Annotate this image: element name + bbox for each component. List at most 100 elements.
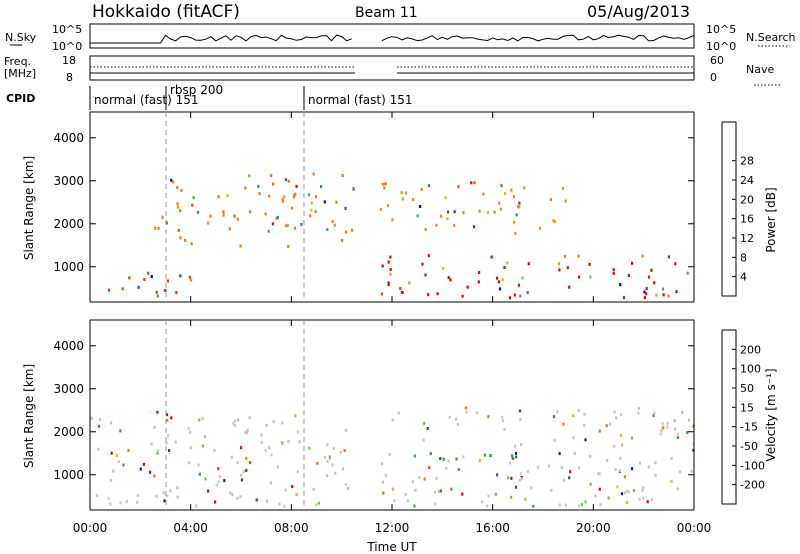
- power-cell: [482, 192, 485, 196]
- noise-sky-trace: [90, 34, 695, 44]
- velocity-cell: [510, 476, 513, 480]
- velocity-cell: [572, 436, 575, 440]
- power-cell: [444, 196, 447, 200]
- velocity-cell: [232, 421, 235, 425]
- velocity-cell: [642, 496, 645, 500]
- power-cell: [466, 285, 469, 289]
- power-cell: [577, 254, 580, 258]
- velocity-heatmap: [90, 406, 695, 508]
- power-cell: [228, 227, 231, 231]
- velocity-cell: [117, 460, 120, 464]
- velocity-cell: [344, 428, 348, 432]
- velocity-cell: [678, 470, 682, 474]
- velocity-cell: [670, 479, 673, 483]
- power-cell: [217, 195, 220, 199]
- power-cell: [391, 218, 394, 222]
- velocity-cell: [478, 459, 482, 463]
- power-cell: [612, 271, 615, 275]
- velocity-cell: [283, 504, 286, 508]
- power-cell: [312, 172, 315, 176]
- power-cell: [164, 289, 167, 292]
- velocity-panel-frame: [89, 319, 695, 511]
- velocity-cell: [197, 463, 200, 467]
- power-cell: [564, 199, 567, 203]
- velocity-cell: [343, 449, 346, 452]
- velocity-cell: [518, 409, 522, 413]
- y-tick-label: 3000: [53, 382, 84, 396]
- velocity-cell: [654, 473, 657, 477]
- velocity-cell: [391, 487, 394, 491]
- velocity-cell: [589, 454, 592, 458]
- date-title: 05/Aug/2013: [587, 2, 690, 21]
- power-ylabel: Slant Range [km]: [22, 156, 36, 260]
- power-cell: [272, 182, 275, 186]
- colorbar-frame: [721, 121, 737, 297]
- velocity-cell: [308, 446, 311, 450]
- velocity-cell: [166, 434, 170, 438]
- velocity-cell: [195, 504, 198, 508]
- velocity-cell: [326, 443, 329, 447]
- power-cell: [453, 210, 456, 214]
- velocity-cell: [298, 440, 301, 444]
- power-cell: [498, 201, 501, 205]
- velocity-cell: [287, 439, 290, 443]
- power-cell: [462, 211, 465, 215]
- velocity-cell: [619, 434, 622, 437]
- velocity-cell: [165, 441, 168, 445]
- velocity-cell: [562, 478, 565, 482]
- velocity-cell: [653, 411, 656, 415]
- power-cell: [236, 217, 239, 221]
- velocity-cell: [296, 470, 299, 474]
- velocity-colorbar-label: Velocity [m s⁻¹]: [764, 368, 778, 461]
- velocity-cell: [276, 465, 279, 469]
- velocity-cell: [411, 480, 414, 484]
- velocity-cell: [406, 499, 409, 503]
- velocity-cell: [650, 498, 653, 501]
- power-cell: [177, 228, 180, 232]
- power-cell: [207, 221, 210, 225]
- power-cell: [326, 228, 329, 232]
- velocity-cell: [110, 421, 113, 425]
- power-cell: [457, 185, 460, 189]
- velocity-cell: [481, 500, 484, 504]
- y-tick-label: 1000: [53, 260, 84, 274]
- velocity-cell: [514, 485, 518, 489]
- power-cell: [383, 186, 386, 190]
- power-cell: [293, 226, 296, 230]
- power-cell: [578, 275, 581, 279]
- velocity-cell: [312, 487, 315, 491]
- velocity-cell: [526, 469, 529, 473]
- velocity-cell: [236, 461, 239, 464]
- power-cell: [449, 278, 452, 282]
- power-cell: [387, 260, 390, 264]
- power-cell: [137, 285, 140, 289]
- velocity-cell: [112, 469, 115, 473]
- power-cell: [427, 184, 431, 188]
- velocity-cell: [584, 438, 587, 442]
- power-cell: [154, 226, 157, 230]
- power-cell: [420, 187, 423, 191]
- velocity-cell: [605, 424, 608, 428]
- power-cell: [384, 182, 387, 186]
- freq-right-tick-top: 60: [710, 54, 724, 67]
- power-cell: [523, 186, 526, 190]
- colorbar-tick-label: 16: [740, 213, 754, 226]
- velocity-cell: [428, 466, 431, 470]
- velocity-cell: [454, 417, 457, 421]
- velocity-cell: [418, 476, 421, 479]
- power-cell: [526, 291, 529, 295]
- velocity-cell: [347, 486, 350, 490]
- freq-left-tick-top: 18: [62, 54, 76, 67]
- power-cell: [675, 290, 678, 294]
- velocity-y-axis: 1000 2000 3000 4000: [53, 339, 694, 482]
- power-cell: [309, 214, 312, 218]
- velocity-cell: [530, 486, 533, 490]
- power-cell: [499, 207, 502, 211]
- velocity-cell: [207, 489, 210, 493]
- power-cell: [447, 276, 450, 280]
- velocity-cell: [573, 451, 576, 455]
- velocity-cell: [198, 472, 201, 476]
- y-tick-label: 2000: [53, 425, 84, 439]
- velocity-cell: [613, 444, 616, 448]
- velocity-cell: [654, 461, 657, 465]
